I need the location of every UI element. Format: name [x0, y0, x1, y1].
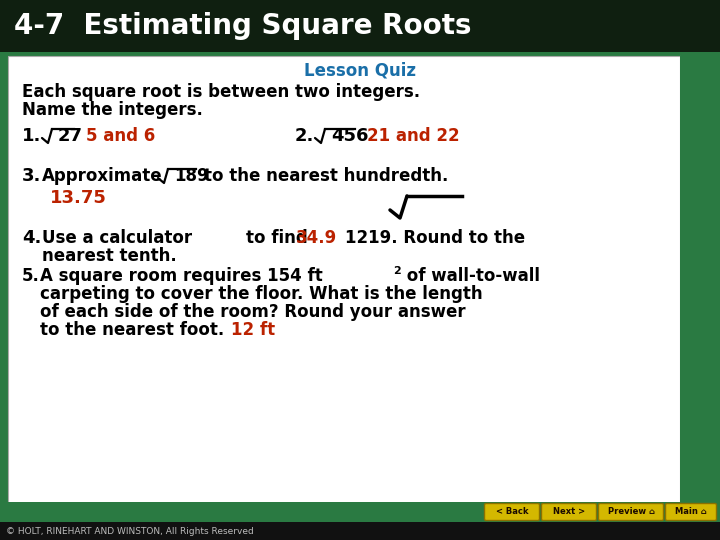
- Text: 1219. Round to the: 1219. Round to the: [345, 229, 525, 247]
- Text: 3.: 3.: [22, 167, 41, 185]
- Text: Use a calculator: Use a calculator: [42, 229, 192, 247]
- Text: Main ⌂: Main ⌂: [675, 508, 707, 516]
- FancyBboxPatch shape: [680, 56, 720, 510]
- FancyBboxPatch shape: [485, 503, 539, 521]
- Text: 4-7  Estimating Square Roots: 4-7 Estimating Square Roots: [14, 12, 472, 40]
- FancyBboxPatch shape: [665, 503, 716, 521]
- FancyBboxPatch shape: [598, 503, 664, 521]
- Text: 1.: 1.: [22, 127, 41, 145]
- Text: 2.: 2.: [295, 127, 315, 145]
- Text: of each side of the room? Round your answer: of each side of the room? Round your ans…: [40, 303, 466, 321]
- Text: carpeting to cover the floor. What is the length: carpeting to cover the floor. What is th…: [40, 285, 482, 303]
- Text: 5 and 6: 5 and 6: [86, 127, 156, 145]
- Text: 189: 189: [174, 167, 209, 185]
- Text: 456: 456: [331, 127, 369, 145]
- Text: 34.9: 34.9: [296, 229, 337, 247]
- FancyBboxPatch shape: [541, 503, 596, 521]
- FancyBboxPatch shape: [0, 522, 720, 540]
- Text: A square room requires 154 ft: A square room requires 154 ft: [40, 267, 323, 285]
- Text: 13.75: 13.75: [50, 189, 107, 207]
- FancyBboxPatch shape: [0, 502, 720, 522]
- Text: Lesson Quiz: Lesson Quiz: [304, 61, 416, 79]
- Text: < Back: < Back: [496, 508, 528, 516]
- Text: 5.: 5.: [22, 267, 40, 285]
- Text: nearest tenth.: nearest tenth.: [42, 247, 176, 265]
- Text: Preview ⌂: Preview ⌂: [608, 508, 654, 516]
- Text: Next >: Next >: [553, 508, 585, 516]
- Text: Each square root is between two integers.: Each square root is between two integers…: [22, 83, 420, 101]
- Text: Approximate: Approximate: [42, 167, 163, 185]
- Text: to the nearest hundredth.: to the nearest hundredth.: [204, 167, 449, 185]
- Text: 4.: 4.: [22, 229, 41, 247]
- FancyBboxPatch shape: [0, 0, 720, 52]
- Text: 12 ft: 12 ft: [231, 321, 275, 339]
- Text: to find: to find: [246, 229, 307, 247]
- FancyBboxPatch shape: [8, 56, 680, 510]
- Text: of wall-to-wall: of wall-to-wall: [401, 267, 540, 285]
- Text: Name the integers.: Name the integers.: [22, 101, 203, 119]
- Text: 2: 2: [393, 266, 401, 276]
- Text: © HOLT, RINEHART AND WINSTON, All Rights Reserved: © HOLT, RINEHART AND WINSTON, All Rights…: [6, 526, 253, 536]
- Text: 21 and 22: 21 and 22: [367, 127, 459, 145]
- Text: to the nearest foot.: to the nearest foot.: [40, 321, 224, 339]
- Text: 27: 27: [58, 127, 83, 145]
